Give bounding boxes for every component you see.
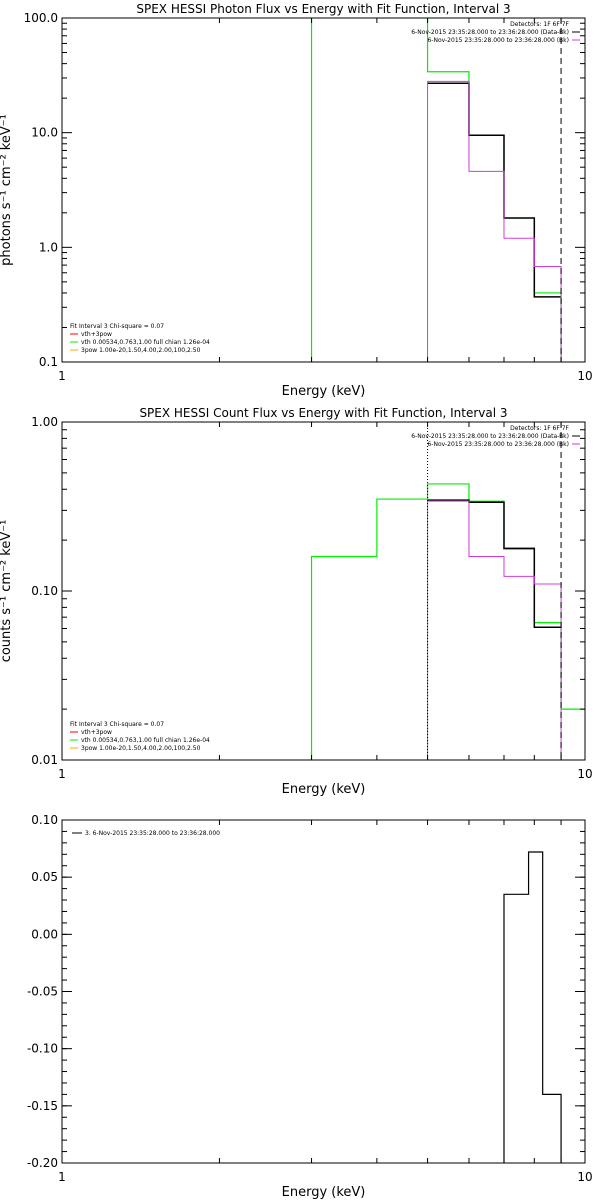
legend-entry: Detectors: 1F 6F 7F — [510, 425, 569, 432]
chart-panel-3: 1 10 -0.20 -0.15 -0.10 -0.05 0.00 0.05 0.10 Energ… — [27, 813, 593, 1200]
legend-entry: vth 0.00534,0.763,1.00 full chian 1.26e-… — [81, 339, 210, 346]
series-magenta-line — [427, 500, 562, 760]
y-tick-label: 1.0 — [39, 240, 58, 254]
x-tick-label: 10 — [577, 767, 592, 781]
y-tick-label: 1.00 — [31, 415, 58, 429]
plot-frame — [61, 819, 586, 1164]
y-tick-label: 10.0 — [31, 126, 58, 140]
y-axis-label: counts s⁻¹ cm⁻² keV⁻¹ — [0, 520, 14, 663]
x-tick-label: 10 — [577, 1170, 592, 1184]
y-tick-label: 0.10 — [31, 813, 58, 827]
x-tick-label: 10 — [577, 369, 592, 383]
y-tick-label: -0.15 — [27, 1099, 58, 1113]
legend-entry: 6-Nov-2015 23:35:28.000 to 23:36:28.000 … — [427, 441, 569, 448]
legend-entry: 6-Nov-2015 23:35:28.000 to 23:36:28.000 … — [411, 29, 569, 36]
legend-entry: 3pow 1.00e-20,1.50,4.00,2.00,100,2.50 — [81, 745, 201, 752]
series-green-line — [310, 483, 585, 760]
legend-entry: 3. 6-Nov-2015 23:35:28.000 to 23:36:28.0… — [85, 830, 220, 837]
legend-entry: Fit Interval 3 Chi-square = 0.07 — [70, 323, 164, 330]
y-tick-label: -0.05 — [27, 985, 58, 999]
x-tick-label: 1 — [58, 767, 66, 781]
legend-entry: vth+3pow — [81, 729, 112, 736]
x-axis-label: Energy (keV) — [282, 1185, 366, 1200]
y-axis-label: photons s⁻¹ cm⁻² keV⁻¹ — [0, 114, 14, 266]
y-tick-label: 0.00 — [31, 927, 58, 941]
x-axis-label: Energy (keV) — [282, 782, 366, 797]
legend-entry: Detectors: 1F 6F 7F — [510, 21, 569, 28]
series-magenta-line — [427, 80, 562, 362]
y-tick-label: 100.0 — [24, 11, 58, 25]
y-tick-label: 0.10 — [31, 584, 58, 598]
x-tick-label: 1 — [58, 1170, 66, 1184]
x-tick-label: 1 — [58, 369, 66, 383]
chart-panel-1: 1 10 0.1 1.0 10.0 100.0 SPEX HESSI Photon Flux… — [0, 2, 593, 399]
plot-frame — [61, 17, 586, 363]
legend-entry: 3pow 1.00e-20,1.50,4.00,2.00,100,2.50 — [81, 347, 201, 354]
chart-panel-2: 1 10 0.01 0.10 1.00 SPEX HESSI Count Flux vs … — [0, 406, 593, 797]
series-group — [310, 18, 562, 362]
y-tick-label: -0.20 — [27, 1156, 58, 1170]
chart-title: SPEX HESSI Count Flux vs Energy with Fit… — [139, 406, 507, 420]
y-tick-label: 0.01 — [31, 753, 58, 767]
series-group — [503, 851, 562, 1163]
legend-entry: vth+3pow — [81, 331, 112, 338]
chart-title: SPEX HESSI Photon Flux vs Energy with Fi… — [136, 2, 510, 16]
legend-entry: vth 0.00534,0.763,1.00 full chian 1.26e-… — [81, 737, 210, 744]
legend-entry: 6-Nov-2015 23:35:28.000 to 23:36:28.000 … — [427, 37, 569, 44]
series-black-line — [503, 851, 562, 1163]
series-group — [310, 483, 585, 760]
y-tick-label: 0.1 — [39, 355, 58, 369]
legend-entry: Fit Interval 3 Chi-square = 0.07 — [70, 721, 164, 728]
y-tick-label: -0.10 — [27, 1042, 58, 1056]
x-axis-label: Energy (keV) — [282, 384, 366, 399]
series-green-line — [310, 18, 562, 362]
y-tick-label: 0.05 — [31, 870, 58, 884]
series-black-line — [427, 82, 562, 298]
legend-entry: 6-Nov-2015 23:35:28.000 to 23:36:28.000 … — [411, 433, 569, 440]
series-black-line — [427, 499, 562, 629]
plot-frame — [61, 421, 586, 761]
